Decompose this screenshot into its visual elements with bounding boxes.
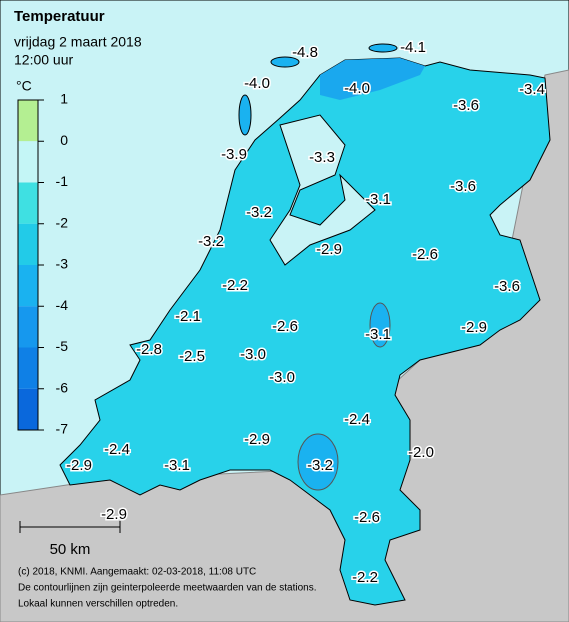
station-value: -4.0 [344,80,370,97]
legend-tick-label: -3 [56,256,69,272]
legend-band [18,306,38,348]
title: Temperatuur [14,8,105,25]
station-value: -3.9 [221,146,247,163]
ijsselmeer [269,114,376,266]
station-value: -2.9 [101,506,127,523]
legend-band [18,347,38,389]
legend-tick-label: -6 [56,379,69,395]
footer-line: De contourlijnen zijn geinterpoleerde me… [18,583,317,594]
date: vrijdag 2 maart 2018 [14,34,142,50]
cold-area [369,302,391,348]
station-value: -3.2 [198,233,224,250]
cold-area [297,433,339,491]
station-value: -2.2 [352,569,378,586]
legend-tick-label: -1 [56,173,69,189]
station-value: -3.2 [307,457,333,474]
station-value: -3.1 [164,457,190,474]
legend-band [18,182,38,224]
legend-tick-label: 1 [60,91,68,107]
station-value: -2.9 [316,241,342,258]
legend-tick-label: -2 [56,214,69,230]
cold-area [320,58,425,100]
unit: °C [16,78,32,94]
station-value: -2.6 [354,509,380,526]
station-value: -2.9 [66,457,92,474]
island [270,56,300,68]
time: 12:00 uur [14,52,73,68]
station-value: -2.6 [272,318,298,335]
station-value: -2.1 [175,308,201,325]
station-value: -3.3 [309,149,335,166]
footer-line: (c) 2018, KNMI. Aangemaakt: 02-03-2018, … [18,567,256,578]
scale-label: 50 km [50,541,91,558]
station-value: -3.2 [246,204,272,221]
island [368,43,398,53]
station-value: -4.0 [244,75,270,92]
station-value: -2.6 [412,246,438,263]
station-value: -2.5 [179,348,205,365]
legend-tick-label: -5 [56,338,69,354]
station-value: -2.9 [244,431,270,448]
station-value: -2.2 [222,277,248,294]
legend-band [18,141,38,183]
station-value: -3.1 [365,326,391,343]
station-value: -3.6 [453,97,479,114]
netherlands [59,57,551,606]
legend-tick-label: -7 [56,421,69,437]
station-value: -2.4 [104,441,130,458]
legend-band [18,388,38,430]
station-value: -3.1 [365,191,391,208]
station-value: -2.8 [136,341,162,358]
station-value: -4.8 [292,44,318,61]
station-value: -2.9 [461,319,487,336]
legend-band [18,223,38,265]
station-value: -2.4 [344,411,370,428]
station-value: -3.6 [450,178,476,195]
legend-tick-label: -4 [56,297,69,313]
legend-band [18,265,38,307]
island [238,94,252,136]
station-value: -4.1 [400,39,426,56]
station-value: -2.0 [408,444,434,461]
legend-band [18,100,38,142]
legend-tick-label: 0 [60,132,68,148]
station-value: -3.4 [519,81,545,98]
station-value: -3.0 [240,346,266,363]
station-value: -3.6 [494,278,520,295]
station-value: -3.0 [269,369,295,386]
footer-line: Lokaal kunnen verschillen optreden. [18,599,178,610]
